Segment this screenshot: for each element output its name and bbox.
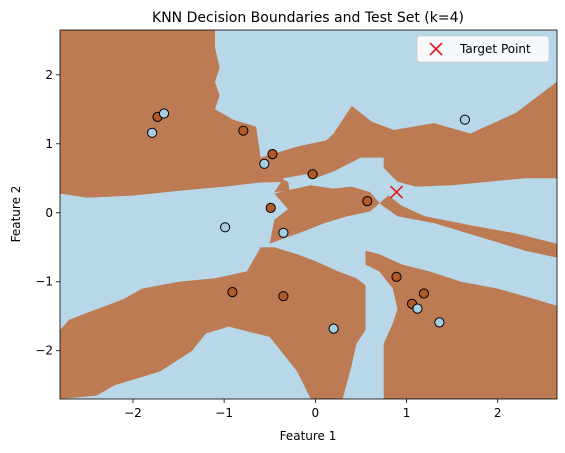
y-axis-label: Feature 2 [9,186,23,243]
test-point-3 [238,125,249,136]
x-tick-label: 0 [312,406,320,420]
test-point-18 [412,303,423,314]
test-point-16 [418,288,429,299]
x-tick-label: −1 [215,406,233,420]
legend-target-label: Target Point [459,42,531,56]
legend-target-stroke-b [429,42,443,56]
y-tick-label: 0 [45,206,53,220]
region-class-1-0 [60,81,557,198]
region-class-1-2 [269,185,557,258]
test-point-2 [147,127,158,138]
test-point-11 [278,227,289,238]
test-point-1 [158,108,170,119]
test-point-4 [267,149,278,160]
test-point-9 [459,114,470,125]
region-class-1-4 [365,250,557,399]
test-point-19 [434,317,445,328]
test-point-8 [362,196,373,207]
chart-title: KNN Decision Boundaries and Test Set (k=… [152,10,464,26]
legend-box [416,35,550,63]
y-tick-label: 1 [45,137,53,151]
target-marker [389,185,404,199]
test-point-6 [307,169,318,180]
region-class-1-1 [60,30,288,198]
test-point-7 [265,202,276,213]
test-point-14 [328,323,339,334]
test-point-5 [259,158,270,169]
test-point-15 [391,271,402,282]
target-point-stroke-b [389,185,404,199]
test-point-13 [278,291,289,302]
test-point-12 [227,287,238,298]
x-tick-label: 2 [494,406,502,420]
y-tick-label: 2 [45,68,53,82]
x-axis-ticks: −2 −1 0 1 2 [124,399,502,420]
y-tick-label: −1 [35,275,53,289]
y-tick-label: −2 [35,344,53,358]
test-points [147,108,470,334]
plot-frame [59,29,558,400]
x-axis-label: Feature 1 [280,429,337,443]
test-point-10 [220,222,231,233]
x-tick-label: −2 [124,406,142,420]
region-class-1-3 [60,247,366,399]
x-tick-label: 1 [403,406,411,420]
y-axis-ticks: −2 −1 0 1 2 [35,68,60,358]
legend: Target Point [416,35,550,63]
decision-regions [60,30,557,399]
legend-target-marker [429,42,443,56]
